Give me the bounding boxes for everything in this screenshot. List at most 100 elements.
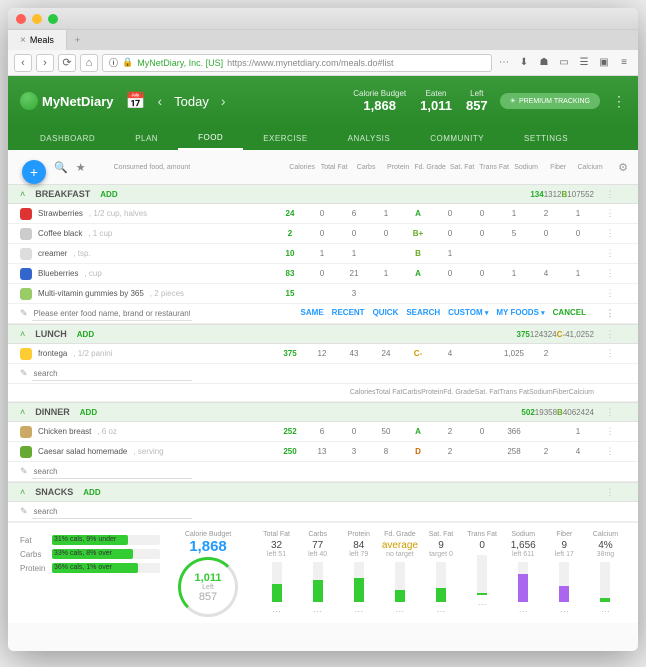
close-window-button[interactable] [16, 14, 26, 24]
premium-button[interactable]: ☀ PREMIUM TRACKING [500, 93, 600, 109]
nutrient-menu-icon[interactable]: ⋯ [420, 606, 461, 617]
cell: 4 [530, 269, 562, 278]
quicklink-my foods[interactable]: MY FOODS ▾ [496, 308, 544, 319]
food-search-input[interactable] [32, 307, 192, 321]
next-day-button[interactable]: › [221, 93, 226, 109]
nav-dashboard[interactable]: DASHBOARD [20, 126, 115, 150]
food-row[interactable]: Strawberries , 1/2 cup, halves24061A0012… [8, 204, 638, 224]
nutrient-menu-icon[interactable]: ⋯ [338, 606, 379, 617]
row-menu-icon[interactable]: ⋮ [594, 189, 626, 200]
col-header: Calcium [574, 164, 606, 171]
nav-plan[interactable]: PLAN [115, 126, 178, 150]
quicklink-search[interactable]: SEARCH [406, 308, 440, 319]
add-link[interactable]: ADD [77, 330, 94, 339]
consumed-label: Consumed food, amount [114, 164, 191, 171]
close-tab-icon[interactable]: × [20, 35, 26, 46]
quicklink-same[interactable]: SAME [301, 308, 324, 319]
food-search-input[interactable] [32, 465, 192, 479]
nav-settings[interactable]: SETTINGS [504, 126, 588, 150]
shield-icon[interactable]: ☗ [536, 55, 552, 71]
star-icon[interactable]: ★ [76, 161, 86, 174]
logo[interactable]: MyNetDiary [20, 92, 114, 110]
forward-button[interactable]: › [36, 54, 54, 72]
browser-tab[interactable]: × Meals [8, 30, 67, 50]
food-row[interactable]: Chicken breast , 6 oz2526050A203661⋮ [8, 422, 638, 442]
col-header: Sodium [510, 164, 542, 171]
quicklink-cancel[interactable]: CANCEL [553, 308, 586, 319]
library-icon[interactable]: ☰ [576, 55, 592, 71]
row-menu-icon[interactable]: ⋮ [594, 329, 626, 340]
row-menu-icon[interactable]: ⋮ [594, 228, 626, 239]
new-tab-button[interactable]: + [67, 35, 88, 45]
row-menu-icon[interactable]: ⋮ [594, 446, 626, 457]
row-menu-icon[interactable]: ⋮ [594, 308, 626, 319]
summary-panel: Fat 31% cals, 9% underCarbs 33% cals, 8%… [8, 522, 638, 623]
nutrient-menu-icon[interactable]: ⋯ [256, 606, 297, 617]
cell: 1 [498, 269, 530, 278]
home-button[interactable]: ⌂ [80, 54, 98, 72]
food-row[interactable]: creamer , tsp.1011B1⋮ [8, 244, 638, 264]
add-link[interactable]: ADD [80, 408, 97, 417]
nutrient-menu-icon[interactable]: ⋯ [379, 606, 420, 617]
meal-section-snacks[interactable]: ˄ SNACKS ADD⋮ [8, 482, 638, 502]
calendar-icon[interactable]: 📅 [126, 91, 146, 111]
add-link[interactable]: ADD [83, 488, 100, 497]
row-menu-icon[interactable]: ⋮ [594, 407, 626, 418]
header-menu-icon[interactable]: ⋮ [612, 93, 626, 110]
tab-title: Meals [30, 35, 54, 45]
browser-tabbar: × Meals + [8, 30, 638, 50]
add-fab-button[interactable]: + [22, 160, 46, 184]
nutrient-menu-icon[interactable]: ⋯ [585, 606, 626, 617]
row-menu-icon[interactable]: ⋮ [594, 248, 626, 259]
food-row[interactable]: Caesar salad homemade , serving2501338D2… [8, 442, 638, 462]
cell: A [402, 269, 434, 278]
row-menu-icon[interactable]: ⋮ [594, 487, 626, 498]
sidebar-icon[interactable]: ▣ [596, 55, 612, 71]
food-search-input[interactable] [32, 367, 192, 381]
nutrient-menu-icon[interactable]: ⋯ [503, 606, 544, 617]
row-menu-icon[interactable]: ⋮ [594, 208, 626, 219]
row-menu-icon[interactable]: ⋮ [594, 288, 626, 299]
pocket-icon[interactable]: ▭ [556, 55, 572, 71]
meal-section-breakfast[interactable]: ˄ BREAKFAST ADD1341312B107552⋮ [8, 184, 638, 204]
date-label[interactable]: Today [174, 94, 209, 109]
quicklink-recent[interactable]: RECENT [332, 308, 365, 319]
row-menu-icon[interactable]: ⋮ [594, 268, 626, 279]
col-header: Calories [286, 164, 318, 171]
back-button[interactable]: ‹ [14, 54, 32, 72]
food-row[interactable]: Multi-vitamin gummies by 365 , 2 pieces1… [8, 284, 638, 304]
reload-button[interactable]: ⟳ [58, 54, 76, 72]
meal-section-dinner[interactable]: ˄ DINNER ADD50219358B4062424⋮ [8, 402, 638, 422]
prev-day-button[interactable]: ‹ [157, 93, 162, 109]
row-menu-icon[interactable]: ⋮ [594, 426, 626, 437]
food-row[interactable]: Coffee black , 1 cup2000B+00500⋮ [8, 224, 638, 244]
quicklink-quick[interactable]: QUICK [373, 308, 399, 319]
food-icon [20, 268, 32, 280]
nutrient-menu-icon[interactable]: ⋯ [462, 599, 503, 610]
ring-eaten: 1,011 [195, 572, 222, 584]
food-search-input[interactable] [32, 505, 192, 519]
nav-community[interactable]: COMMUNITY [410, 126, 504, 150]
menu-dots-icon[interactable]: ⋯ [496, 55, 512, 71]
nutrient-menu-icon[interactable]: ⋯ [544, 606, 585, 617]
food-row[interactable]: Blueberries , cup830211A00141⋮ [8, 264, 638, 284]
search-icon[interactable]: 🔍 [54, 161, 68, 174]
nav-analysis[interactable]: ANALYSIS [328, 126, 411, 150]
row-menu-icon[interactable]: ⋮ [594, 348, 626, 359]
url-bar[interactable]: ⓘ 🔒 MyNetDiary, Inc. [US] https://www.my… [102, 54, 492, 72]
url-text: https://www.mynetdiary.com/meals.do#list [227, 58, 393, 68]
maximize-window-button[interactable] [48, 14, 58, 24]
gear-icon[interactable]: ⚙ [618, 161, 628, 174]
nav-food[interactable]: FOOD [178, 126, 243, 150]
quicklink-custom[interactable]: CUSTOM ▾ [448, 308, 488, 319]
food-row[interactable]: frontega , 1/2 panini375124324C-41,0252⋮ [8, 344, 638, 364]
hamburger-icon[interactable]: ≡ [616, 55, 632, 71]
nutrient-menu-icon[interactable]: ⋯ [297, 606, 338, 617]
nav-exercise[interactable]: EXERCISE [243, 126, 327, 150]
download-icon[interactable]: ⬇ [516, 55, 532, 71]
meal-section-lunch[interactable]: ˄ LUNCH ADD375124324C-41,0252⋮ [8, 324, 638, 344]
lock-icon: 🔒 [122, 57, 133, 68]
add-link[interactable]: ADD [100, 190, 117, 199]
minimize-window-button[interactable] [32, 14, 42, 24]
info-icon[interactable]: ⓘ [109, 56, 118, 69]
